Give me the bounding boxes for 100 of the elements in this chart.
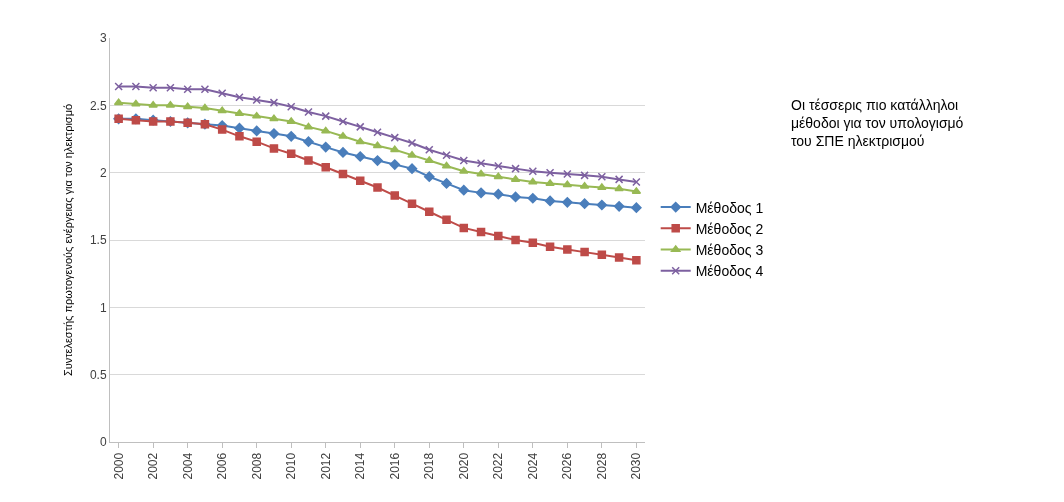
x-tick-label: 2004 <box>180 452 195 480</box>
point <box>252 95 261 105</box>
point <box>389 145 400 153</box>
point <box>614 253 624 262</box>
point <box>217 88 227 98</box>
point <box>131 82 141 91</box>
point <box>632 255 641 265</box>
point <box>442 150 451 160</box>
point <box>303 136 314 147</box>
point <box>355 122 365 132</box>
point <box>320 126 331 134</box>
point <box>475 187 487 199</box>
point <box>337 147 349 158</box>
point <box>527 192 539 204</box>
point <box>510 191 521 203</box>
point <box>631 187 642 195</box>
point <box>545 242 555 251</box>
point <box>407 150 417 158</box>
y-tick-label: 2 <box>99 165 107 180</box>
point <box>423 171 435 183</box>
point <box>494 161 503 171</box>
point <box>494 231 503 241</box>
point <box>200 103 210 111</box>
point <box>632 177 641 187</box>
point <box>597 250 607 260</box>
legend-label: Μέθοδος 4 <box>695 263 764 280</box>
x-tick-label: 2010 <box>284 452 299 480</box>
point <box>252 137 261 146</box>
point <box>631 202 642 213</box>
point <box>425 145 434 155</box>
point <box>355 176 365 185</box>
point <box>269 98 279 107</box>
point <box>424 156 435 164</box>
x-tick-label: 2008 <box>249 452 264 480</box>
legend-label: Μέθοδος 2 <box>695 220 764 237</box>
point <box>235 132 244 141</box>
point <box>114 82 123 91</box>
point <box>251 111 262 119</box>
point <box>579 181 590 189</box>
point <box>493 188 504 200</box>
point <box>304 107 313 117</box>
x-tick-label: 2014 <box>353 452 368 480</box>
point <box>425 207 434 216</box>
point <box>511 164 520 173</box>
point <box>304 156 313 165</box>
point <box>442 215 451 225</box>
x-tick-label: 2018 <box>422 452 437 480</box>
point <box>596 199 608 211</box>
point <box>614 184 624 192</box>
point <box>338 117 348 126</box>
point <box>390 191 400 200</box>
point <box>441 161 452 169</box>
point <box>268 128 280 139</box>
y-tick-label: 1 <box>99 300 107 315</box>
point <box>441 178 452 189</box>
point <box>200 84 210 94</box>
y-tick-label: 2.5 <box>89 98 107 113</box>
point <box>407 138 417 148</box>
point <box>458 184 470 196</box>
point <box>613 201 625 212</box>
point <box>355 137 366 145</box>
point <box>182 102 193 110</box>
point <box>269 114 279 122</box>
point <box>597 172 607 181</box>
point <box>459 167 469 174</box>
x-tick-label: 2028 <box>594 452 609 480</box>
text: Οι τέσσερις πιο κατάλληλοι μέθοδοι για τον υπολογισμό του ΣΠΕ ηλεκτρισμού <box>791 97 964 150</box>
point <box>459 156 469 165</box>
point <box>303 122 314 130</box>
x-tick-label: 2020 <box>456 452 471 480</box>
point <box>528 238 538 247</box>
x-tick-label: 2012 <box>318 452 333 480</box>
point <box>545 168 555 177</box>
point <box>407 199 417 208</box>
point <box>166 83 175 93</box>
point <box>320 141 332 153</box>
point <box>286 117 296 124</box>
y-axis-title: Συντελεστής πρωτογενούς ενέργειας για τον ηλεκτρισμό <box>61 103 74 377</box>
x-tick-label: 2026 <box>560 452 575 480</box>
point <box>563 245 572 254</box>
y-tick-label: 0 <box>99 435 107 450</box>
point <box>562 196 573 208</box>
point <box>406 163 418 174</box>
point <box>269 144 279 153</box>
point <box>285 131 297 142</box>
point <box>148 83 158 93</box>
point <box>511 235 520 245</box>
point <box>580 171 589 180</box>
x-tick-label: 2002 <box>146 452 161 480</box>
x-tick-label: 2006 <box>215 452 230 480</box>
point <box>476 227 486 237</box>
point <box>563 169 572 179</box>
point <box>286 149 296 159</box>
point <box>372 141 383 149</box>
point <box>562 180 573 188</box>
x-tick-label: 2030 <box>629 452 644 480</box>
x-tick-label: 2000 <box>111 452 126 480</box>
point <box>528 167 538 176</box>
y-tick-label: 1.5 <box>89 233 107 248</box>
point <box>354 151 366 162</box>
